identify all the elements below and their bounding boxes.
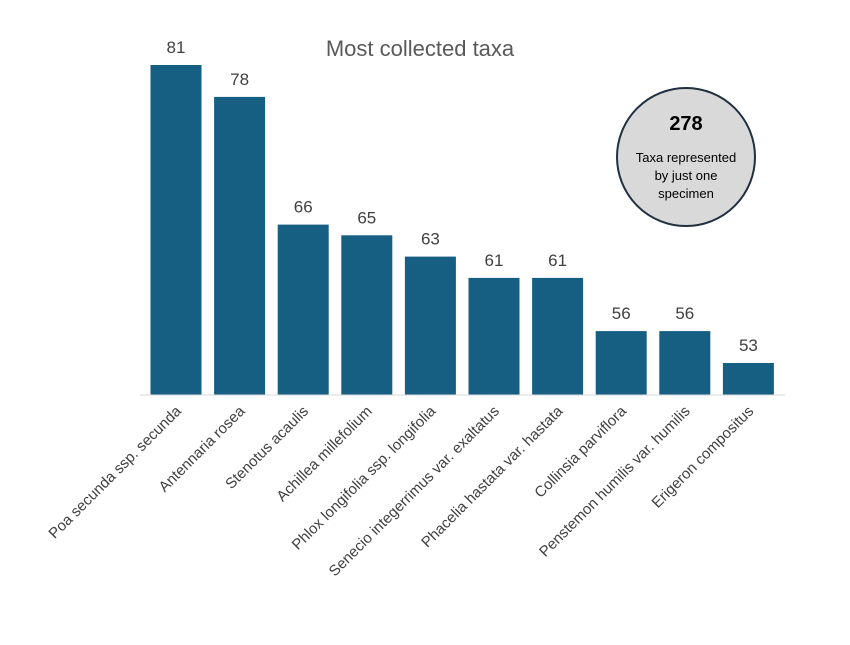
callout-line-1: Taxa represented [636,150,736,165]
callout-circle [616,87,756,227]
data-label-1: 81 [167,38,186,57]
data-label-9: 56 [675,304,694,323]
data-label-3: 66 [294,198,313,217]
data-label-8: 56 [612,304,631,323]
bars-layer [150,65,774,396]
bar-9 [659,331,711,395]
x-tick-label-1: Poa secunda ssp. secunda [45,402,185,542]
data-label-5: 63 [421,230,440,249]
callout-value: 278 [669,113,702,135]
bar-3 [277,224,329,395]
bar-2 [214,96,266,396]
bar-10 [722,363,774,395]
bar-4 [341,235,393,395]
data-labels-layer: 81 78 66 65 63 61 61 56 56 53 [167,38,758,355]
data-label-7: 61 [548,251,567,270]
data-label-4: 65 [357,208,376,227]
callout-line-3: specimen [658,186,714,201]
data-label-2: 78 [230,70,249,89]
data-label-10: 53 [739,336,758,355]
bar-8 [595,331,647,395]
bar-7 [532,277,584,395]
data-label-6: 61 [485,251,504,270]
callout-badge: 278 Taxa represented by just one specime… [616,87,756,227]
callout-line-2: by just one [655,168,718,183]
chart-title: Most collected taxa [326,36,515,61]
bar-6 [468,277,520,395]
bar-1 [150,65,202,395]
bar-5 [404,256,456,395]
